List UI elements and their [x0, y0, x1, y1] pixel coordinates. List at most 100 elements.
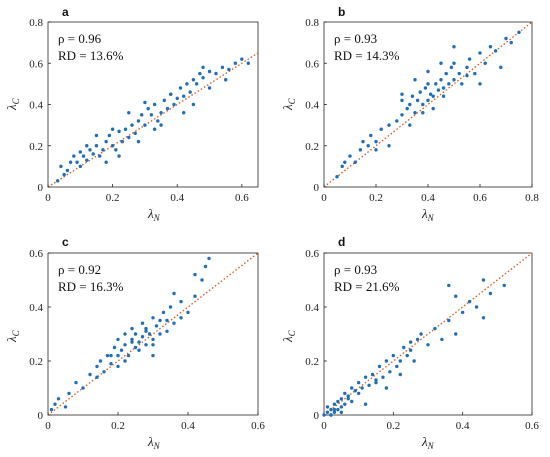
scatter-point — [85, 144, 89, 148]
scatter-point — [488, 291, 493, 296]
scatter-point — [151, 343, 155, 347]
x-tick-label: 0.2 — [386, 420, 400, 432]
x-tick-label: 0.6 — [473, 192, 487, 204]
y-axis-label: λC — [280, 97, 297, 111]
x-tick-label: 0.2 — [369, 192, 383, 204]
scatter-point — [400, 113, 404, 117]
scatter-point — [97, 154, 102, 158]
scatter-point — [465, 65, 469, 70]
scatter-point — [363, 402, 368, 406]
scatter-point — [410, 94, 415, 98]
scatter-point — [120, 139, 125, 144]
scatter-point — [370, 372, 375, 377]
scatter-point — [428, 92, 433, 96]
scatter-point — [136, 139, 141, 144]
scatter-point — [130, 123, 134, 127]
scatter-point — [360, 386, 364, 390]
scatter-point — [346, 394, 350, 398]
scatter-point — [144, 343, 148, 347]
x-axis-label: λN — [147, 434, 161, 451]
scatter-point — [203, 264, 208, 269]
scatter-point — [363, 375, 368, 379]
scatter-point — [88, 148, 92, 152]
scatter-point — [227, 67, 231, 72]
y-tick-label: 0.2 — [305, 141, 319, 153]
scatter-point — [95, 364, 99, 369]
scatter-point — [200, 278, 204, 282]
scatter-point — [201, 75, 205, 80]
scatter-point — [156, 119, 160, 123]
scatter-point — [444, 71, 448, 76]
scatter-point — [348, 154, 352, 158]
scatter-point — [75, 160, 79, 164]
scatter-point — [384, 386, 389, 390]
scatter-point — [332, 407, 337, 412]
y-tick-label: 0.6 — [305, 248, 319, 260]
scatter-points — [335, 30, 521, 179]
x-tick-label: 0 — [45, 420, 51, 432]
scatter-point — [165, 329, 169, 333]
scatter-point — [460, 310, 465, 315]
scatter-point — [332, 402, 337, 406]
scatter-point — [452, 61, 456, 65]
x-tick-label: 0.8 — [525, 192, 539, 204]
scatter-point — [137, 340, 141, 344]
scatter-point — [240, 57, 244, 61]
scatter-point — [408, 102, 412, 107]
scatter-point — [110, 127, 115, 131]
scatter-point — [353, 389, 357, 393]
x-tick-label: 0.6 — [251, 420, 265, 432]
scatter-point — [105, 353, 110, 358]
scatter-point — [146, 106, 150, 111]
scatter-point — [478, 82, 482, 86]
reference-diagonal — [47, 52, 259, 188]
scatter-point — [387, 144, 391, 148]
panel-c: 0 0.2 0.4 0.6 0 0.2 0.4 0.6 c ρ = 0.92 RD = 16.… — [4, 235, 265, 451]
scatter-point — [178, 86, 183, 90]
scatter-point — [191, 78, 196, 82]
scatter-point — [181, 111, 186, 115]
scatter-point — [159, 123, 163, 127]
scatter-point — [193, 272, 197, 277]
scatter-point — [193, 294, 197, 298]
scatter-point — [63, 405, 68, 409]
scatter-point — [98, 359, 103, 363]
scatter-point — [165, 106, 170, 111]
scatter-point — [159, 111, 163, 115]
x-axis-label: λN — [421, 206, 435, 223]
scatter-point — [158, 318, 162, 323]
scatter-point — [152, 102, 157, 107]
scatter-point — [116, 364, 120, 369]
scatter-point — [179, 299, 183, 304]
scatter-point — [449, 65, 454, 70]
scatter-point — [454, 294, 458, 298]
scatter-point — [172, 321, 176, 325]
scatter-point — [440, 337, 444, 342]
scatter-point — [185, 82, 189, 86]
scatter-point — [367, 383, 371, 387]
y-axis-label: λC — [4, 329, 21, 343]
scatter-point — [172, 102, 176, 107]
scatter-point — [143, 123, 147, 127]
scatter-point — [168, 305, 173, 309]
scatter-point — [488, 45, 493, 49]
y-tick-label: 0.4 — [29, 302, 43, 314]
scatter-point — [116, 337, 120, 342]
scatter-point — [454, 332, 458, 336]
scatter-point — [335, 174, 339, 179]
scatter-point — [78, 150, 83, 154]
scatter-point — [340, 164, 344, 169]
scatter-point — [384, 359, 389, 363]
y-tick-label: 0.6 — [29, 58, 43, 70]
scatter-points — [322, 278, 506, 417]
scatter-point — [395, 119, 399, 123]
axis-ticks: 0 0.2 0.4 0.6 0 0.2 0.4 0.6 0.8 — [29, 17, 249, 204]
scatter-point — [447, 318, 451, 323]
scatter-point — [358, 148, 363, 152]
scatter-point — [149, 113, 154, 117]
scatter-point — [447, 82, 451, 86]
stat-rho: ρ = 0.96 — [58, 31, 102, 46]
stat-rd: RD = 14.3% — [334, 48, 400, 63]
scatter-point — [350, 386, 354, 390]
scatter-point — [175, 96, 179, 101]
